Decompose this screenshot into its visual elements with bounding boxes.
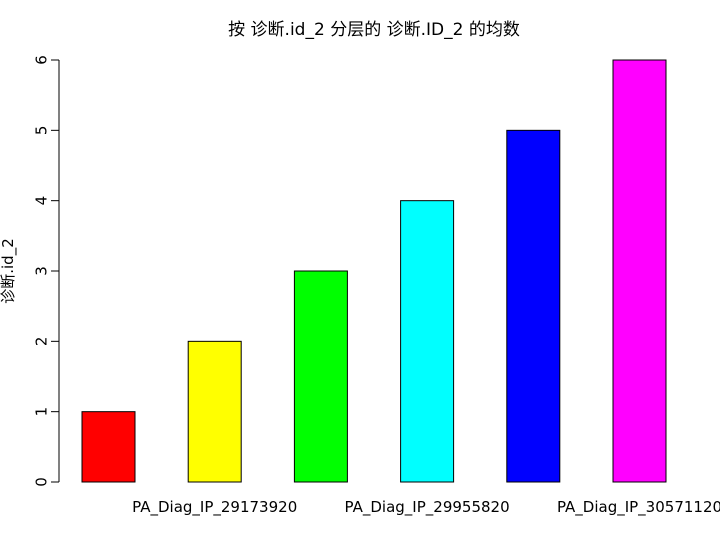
y-tick-label: 4 [33, 196, 51, 206]
y-tick-label: 5 [33, 126, 51, 136]
y-tick-label: 2 [33, 337, 51, 347]
bar [401, 201, 454, 482]
x-category-label: PA_Diag_IP_30571120 [557, 498, 720, 517]
y-tick-label: 0 [33, 477, 51, 487]
bar [613, 60, 666, 482]
y-tick-label: 3 [33, 266, 51, 276]
x-axis-category-labels: PA_Diag_IP_29173920 PA_Diag_IP_29955820 PA… [132, 498, 720, 517]
y-tick-label: 6 [33, 55, 51, 65]
x-category-label: PA_Diag_IP_29955820 [345, 498, 510, 517]
bars [82, 60, 666, 482]
bar [188, 341, 241, 482]
bar [294, 271, 347, 482]
bar [507, 130, 560, 482]
chart-title: 按 诊断.id_2 分层的 诊断.ID_2 的均数 [228, 20, 520, 40]
y-axis-label: 诊断.id_2 [0, 238, 18, 304]
x-category-label: PA_Diag_IP_29173920 [132, 498, 297, 517]
bar [82, 412, 135, 482]
y-tick-label: 1 [33, 407, 51, 417]
y-axis: 0 1 2 3 4 5 6 [33, 55, 60, 487]
